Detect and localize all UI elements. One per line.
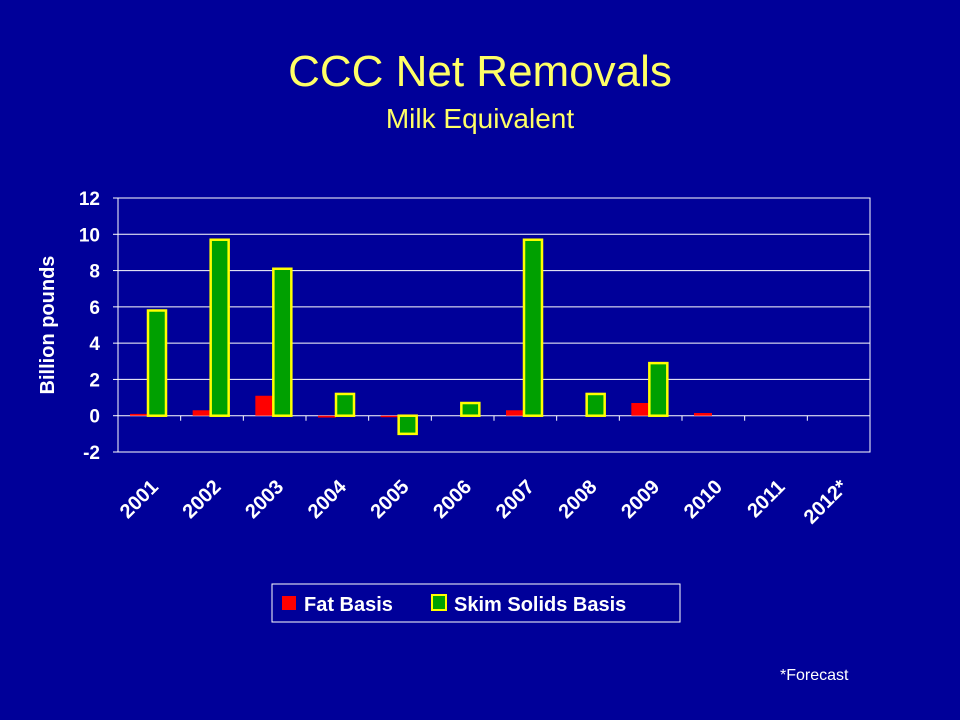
bar-fat-basis [506,410,524,416]
bar-skim-solids-basis [146,309,168,417]
legend-swatch-fat [282,596,296,610]
bar-skim-solids-basis [397,414,418,436]
x-tick-label: 2011 [743,476,789,522]
legend: Fat Basis Skim Solids Basis [271,583,681,623]
y-tick-label: 8 [89,262,100,283]
x-tick-label: 2008 [555,476,602,523]
y-tick-label: -2 [83,443,100,464]
bars [130,238,712,436]
y-tick-label: 6 [89,298,100,319]
bar-skim-solids-basis [460,401,481,417]
x-tick-label: 2012* [800,476,853,529]
x-tick-label: 2004 [304,475,352,523]
x-tick-label: 2005 [367,476,414,523]
y-tick-label: 0 [89,407,100,428]
x-tick-label: 2001 [116,476,163,523]
plot-area [117,197,871,453]
bar-fat-basis [380,415,399,418]
bar-fat-basis [694,412,712,416]
chart-title: CCC Net Removals [288,47,672,96]
bar-skim-solids-basis [272,267,293,417]
bar-fat-basis [318,415,336,418]
bar-skim-solids-basis [648,361,669,417]
bar-fat-basis [192,410,211,416]
y-axis-label: Billion pounds [37,256,59,395]
x-tick-label: 2003 [241,476,288,523]
y-tick-label: 12 [79,189,100,210]
x-tick-label: 2002 [179,476,226,523]
legend-swatch-skim [431,594,447,611]
gridlines [118,233,870,417]
forecast-footnote: *Forecast [780,667,849,684]
bar-skim-solids-basis [334,392,356,417]
x-axis-ticks: 2001 2002 2003 2004 2005 2006 2007 2008 2009 2010… [116,415,871,529]
legend-label-fat: Fat Basis [304,594,393,616]
chart-subtitle: Milk Equivalent [385,103,575,134]
legend-box [271,583,681,623]
y-tick-label: 4 [89,334,100,355]
bar-fat-basis [631,403,650,416]
bar-fat-basis [130,413,148,416]
bar-skim-solids-basis [522,238,544,417]
y-axis-ticks: -2 0 2 4 6 8 10 12 [79,189,118,464]
y-tick-label: 2 [89,370,100,391]
bar-fat-basis [255,395,274,416]
y-tick-label: 10 [79,225,100,246]
x-tick-label: 2010 [680,476,727,523]
bar-skim-solids-basis [209,238,230,417]
legend-label-skim: Skim Solids Basis [454,594,626,616]
x-tick-label: 2007 [492,476,539,523]
x-tick-label: 2009 [617,476,664,523]
x-tick-label: 2006 [429,476,476,523]
bar-skim-solids-basis [585,392,606,417]
